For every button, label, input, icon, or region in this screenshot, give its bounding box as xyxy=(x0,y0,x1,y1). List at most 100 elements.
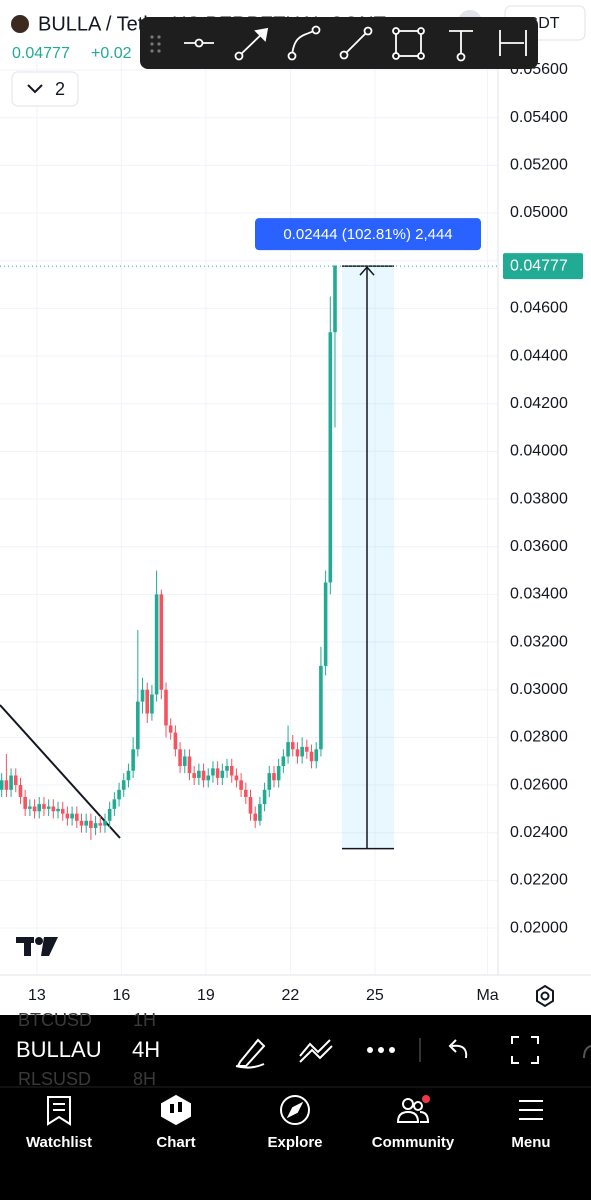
interval-selector[interactable]: 4H xyxy=(132,1037,160,1062)
nav-label[interactable]: Watchlist xyxy=(26,1134,92,1151)
more-icon[interactable] xyxy=(367,1047,395,1053)
candle-body xyxy=(89,820,93,828)
nav-label[interactable]: Explore xyxy=(267,1134,322,1151)
candle-body xyxy=(173,732,178,750)
candle-body xyxy=(248,796,253,814)
candle-body xyxy=(333,265,337,333)
plot xyxy=(0,265,498,850)
y-tick-label: 0.04000 xyxy=(510,443,568,460)
candle-body xyxy=(164,689,168,726)
candle-body xyxy=(98,823,103,826)
symbol-selector[interactable]: BULLAU xyxy=(16,1037,102,1062)
measure-label: 0.02444 (102.81%) 2,444 xyxy=(283,226,452,243)
rectangle-tool[interactable] xyxy=(392,27,425,60)
candle-body xyxy=(225,765,229,771)
y-tick-label: 0.03600 xyxy=(510,538,568,555)
candle-body xyxy=(192,773,196,778)
candle-body xyxy=(220,770,225,778)
candle-body xyxy=(290,742,295,750)
candle-body xyxy=(305,746,309,752)
undo-icon[interactable] xyxy=(448,1039,468,1059)
candle-body xyxy=(328,332,333,583)
y-tick-label: 0.04600 xyxy=(510,300,568,317)
redo-icon[interactable] xyxy=(583,1045,591,1059)
candle-body xyxy=(262,789,267,805)
candle-body xyxy=(56,808,60,812)
x-tick-label: 13 xyxy=(28,987,46,1004)
header-price: 0.04777 xyxy=(12,45,70,62)
candle-body xyxy=(51,806,56,812)
fullscreen-icon[interactable] xyxy=(511,1036,539,1064)
measure-arrowhead xyxy=(359,266,375,276)
date-range-tool[interactable] xyxy=(499,30,527,56)
candle-body xyxy=(276,765,281,781)
candle-body xyxy=(295,749,300,757)
symbol-option[interactable]: BTCUSD xyxy=(18,1010,92,1030)
draw-icon[interactable] xyxy=(235,1038,266,1069)
price-range-tool[interactable] xyxy=(449,30,473,62)
y-tick-label: 0.02400 xyxy=(510,824,568,841)
chart-icon[interactable] xyxy=(161,1094,191,1126)
candle-body xyxy=(150,694,154,714)
last-price-label: 0.04777 xyxy=(510,257,568,274)
watchlist-icon[interactable] xyxy=(47,1096,71,1126)
candle-body xyxy=(60,808,65,814)
y-tick-label: 0.03000 xyxy=(510,681,568,698)
x-tick-label: 25 xyxy=(366,987,384,1004)
y-tick-label: 0.03800 xyxy=(510,490,568,507)
candle-body xyxy=(159,594,164,690)
nav-label[interactable]: Chart xyxy=(156,1134,195,1151)
candle-body xyxy=(239,780,243,790)
indicators-icon[interactable] xyxy=(299,1039,333,1063)
y-tick-label: 0.05000 xyxy=(510,204,568,221)
candle-body xyxy=(323,582,328,666)
candle-body xyxy=(140,689,145,702)
candle-body xyxy=(253,813,257,821)
candle-body xyxy=(93,823,98,828)
trend-line-tool[interactable] xyxy=(339,26,373,60)
explore-icon[interactable] xyxy=(280,1095,310,1125)
candle-body xyxy=(28,806,32,809)
candle-body xyxy=(4,780,9,790)
candle-body xyxy=(206,775,211,781)
arrow-tool[interactable] xyxy=(234,27,269,61)
indicators-toggle[interactable] xyxy=(11,71,79,107)
community-icon[interactable] xyxy=(396,1095,430,1123)
nav-label[interactable]: Community xyxy=(372,1134,455,1151)
candle-body xyxy=(117,789,121,800)
candle-body xyxy=(182,756,187,766)
interval-option[interactable]: 8H xyxy=(133,1069,156,1089)
symbol-option[interactable]: RLSUSD xyxy=(18,1069,91,1089)
indicator-count: 2 xyxy=(55,79,65,99)
candle-body xyxy=(46,806,51,809)
horizontal-ray-tool[interactable] xyxy=(184,38,214,48)
candle-body xyxy=(234,775,239,781)
y-tick-label: 0.02600 xyxy=(510,776,568,793)
y-tick-label: 0.04400 xyxy=(510,347,568,364)
menu-icon[interactable] xyxy=(519,1100,543,1120)
measure-label-box xyxy=(255,218,481,251)
trend-line[interactable] xyxy=(0,704,121,839)
candle-body xyxy=(107,808,112,821)
candle-body xyxy=(75,813,79,821)
curve-tool[interactable] xyxy=(287,25,321,61)
candle-body xyxy=(0,780,4,790)
candle-body xyxy=(178,749,182,766)
candle-body xyxy=(168,725,173,733)
x-tick-label: 19 xyxy=(197,987,215,1004)
candle-body xyxy=(215,768,220,778)
settings-icon[interactable] xyxy=(536,984,554,1008)
candle-body xyxy=(131,749,135,771)
interval-option[interactable]: 1H xyxy=(133,1010,156,1030)
candle-body xyxy=(18,785,23,797)
y-tick-label: 0.05400 xyxy=(510,109,568,126)
candle-body xyxy=(121,780,126,790)
candle-body xyxy=(211,768,215,776)
y-tick-label: 0.03200 xyxy=(510,633,568,650)
nav-label[interactable]: Menu xyxy=(511,1134,550,1151)
candle-body xyxy=(136,701,140,750)
candle-body xyxy=(154,594,159,695)
tv-logo xyxy=(16,937,58,956)
drawing-toolbar xyxy=(140,17,538,69)
